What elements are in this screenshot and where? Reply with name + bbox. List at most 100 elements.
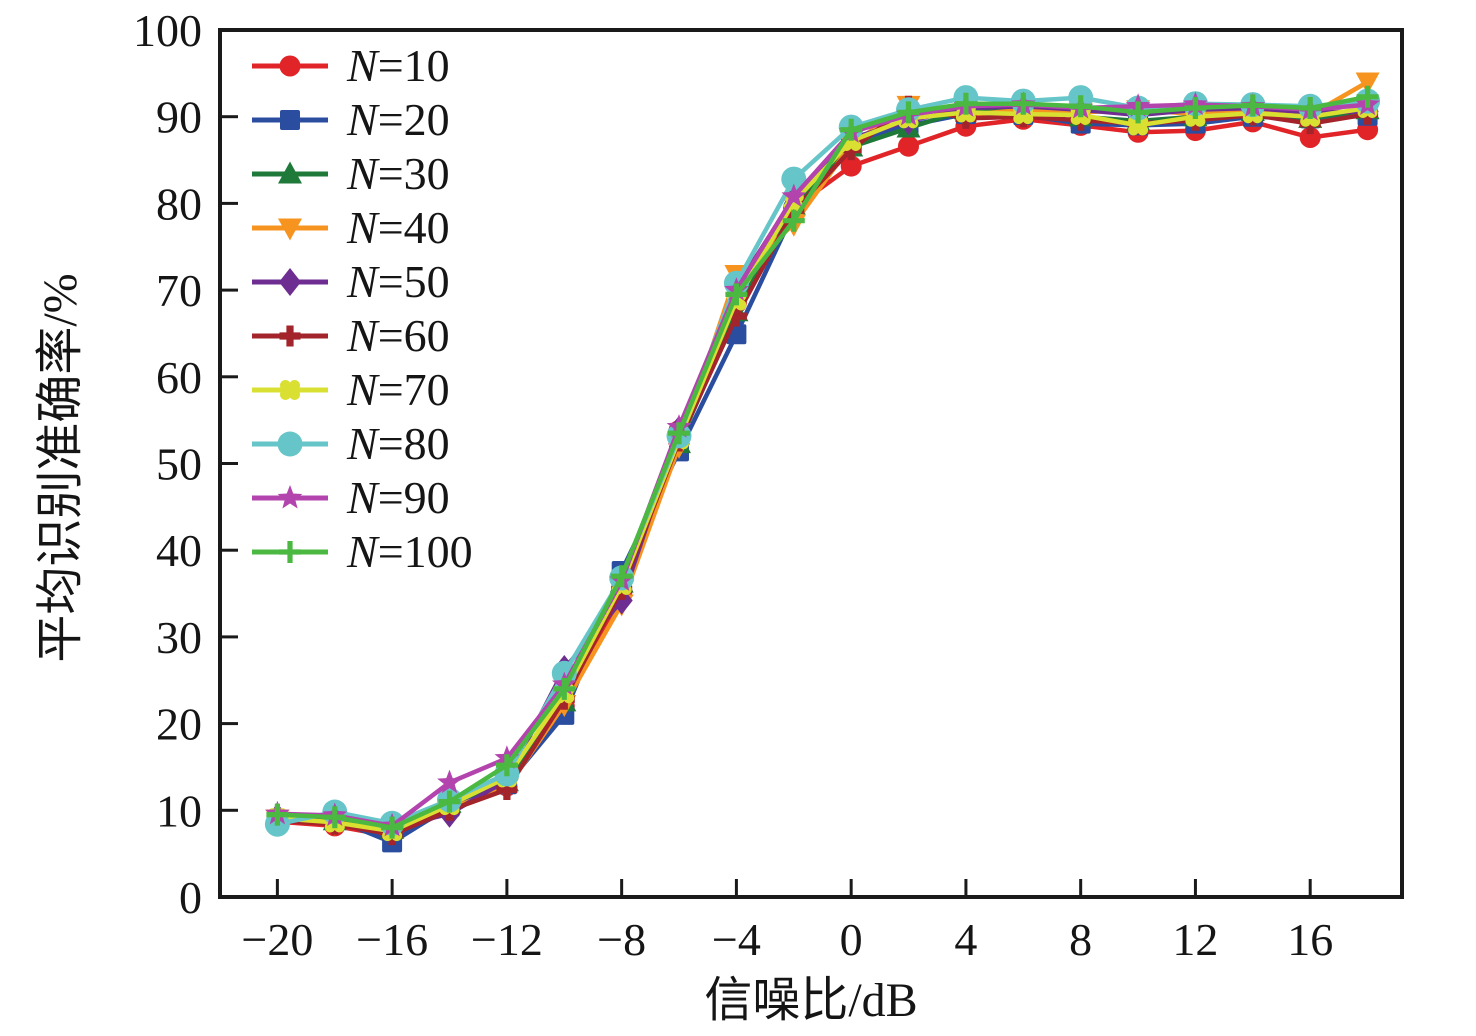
plus-marker-icon xyxy=(725,283,748,306)
legend-item-N-10: N=10 xyxy=(250,39,473,93)
legend-label: N=80 xyxy=(347,418,450,469)
legend-swatch xyxy=(252,380,328,400)
legend-swatch xyxy=(252,161,328,184)
circle-marker-icon xyxy=(1299,127,1321,148)
plus-marker-icon xyxy=(840,118,863,141)
x-tick-label: 0 xyxy=(840,914,863,965)
plus-marker-icon xyxy=(438,790,461,813)
legend-swatch xyxy=(252,268,328,296)
legend-swatch xyxy=(252,325,328,347)
legend: N=10 N=20 N=30 N=40 N=50 N=60 N=70 N=80 N=90 N=10… xyxy=(250,39,473,579)
plus-marker-icon xyxy=(897,101,920,124)
diamond-marker-icon xyxy=(279,268,301,296)
plus-marker-icon xyxy=(1012,92,1035,115)
legend-label: N=70 xyxy=(347,364,450,415)
legend-item-N-70: N=70 xyxy=(250,363,473,417)
x-tick-label: 8 xyxy=(1069,914,1092,965)
x-axis-title: 信噪比/dB xyxy=(704,974,917,1027)
plus-marker-icon xyxy=(553,677,576,700)
y-tick-label: 50 xyxy=(156,439,202,490)
plus-marker-icon xyxy=(782,209,805,232)
legend-swatch xyxy=(252,541,328,563)
legend-swatch xyxy=(252,218,328,241)
y-tick-label: 10 xyxy=(156,785,202,836)
legend-label: N=40 xyxy=(347,202,450,253)
legend-swatch xyxy=(252,55,328,77)
plus-marker-icon xyxy=(1241,94,1264,117)
plus-marker-icon xyxy=(1299,97,1322,119)
legend-label: N=60 xyxy=(347,310,450,361)
plus-marker-icon xyxy=(954,92,977,115)
triangle-down-marker-icon xyxy=(1355,72,1380,95)
plus-marker-icon xyxy=(323,806,346,829)
cross-marker-icon xyxy=(279,325,301,347)
cross-marker-icon xyxy=(840,139,862,161)
y-tick-label: 0 xyxy=(179,872,202,923)
legend-item-N-50: N=50 xyxy=(250,255,473,309)
legend-item-N-20: N=20 xyxy=(250,93,473,147)
clover-marker-icon xyxy=(1128,115,1149,136)
series-N-100 xyxy=(266,85,1379,839)
plus-marker-icon xyxy=(495,754,518,777)
circle-lg-marker-icon xyxy=(277,431,303,457)
plot-frame xyxy=(218,28,1404,899)
cross-marker-icon xyxy=(496,779,518,800)
x-tick-label: 4 xyxy=(954,914,977,965)
legend-label: N=30 xyxy=(347,148,450,199)
x-tick-label: 16 xyxy=(1287,914,1333,965)
plus-marker-icon xyxy=(279,541,301,563)
legend-swatch xyxy=(252,110,328,130)
legend-item-N-90: N=90 xyxy=(250,471,473,525)
x-tick-label: −4 xyxy=(712,914,761,965)
y-axis-title: 平均识别准确率/% xyxy=(34,273,87,662)
plot-area: −20 −16 −12 −8 −4 0 4 8 12 16 0 10 20 30 40 50 60 70 80 90 1… xyxy=(133,5,1404,965)
legend-label: N=50 xyxy=(347,256,450,307)
star-marker-icon xyxy=(277,485,303,509)
plus-marker-icon xyxy=(381,816,404,839)
plus-marker-icon xyxy=(610,565,633,588)
legend-swatch xyxy=(252,485,328,509)
x-tick-label: −20 xyxy=(241,914,313,965)
plus-marker-icon xyxy=(1069,95,1092,118)
cross-marker-icon xyxy=(725,305,747,327)
y-tick-label: 20 xyxy=(156,699,202,750)
legend-item-N-60: N=60 xyxy=(250,309,473,363)
y-tick-label: 80 xyxy=(156,178,202,229)
circle-marker-icon xyxy=(279,55,301,77)
y-tick-label: 100 xyxy=(133,5,202,56)
triangle-up-marker-icon xyxy=(278,161,302,184)
star-marker-icon xyxy=(437,769,462,794)
x-tick-label: 12 xyxy=(1172,914,1218,965)
y-tick-label: 70 xyxy=(156,265,202,316)
legend-item-N-40: N=40 xyxy=(250,201,473,255)
y-tick-label: 40 xyxy=(156,525,202,576)
legend-item-N-30: N=30 xyxy=(250,147,473,201)
y-tick-label: 90 xyxy=(156,92,202,143)
legend-label: N=10 xyxy=(347,40,450,91)
x-tick-label: −8 xyxy=(597,914,646,965)
circle-marker-icon xyxy=(840,155,862,177)
plus-marker-icon xyxy=(668,422,690,445)
triangle-down-marker-icon xyxy=(278,218,302,241)
legend-swatch xyxy=(252,431,328,457)
legend-item-N-100: N=100 xyxy=(250,525,473,579)
plus-marker-icon xyxy=(1127,101,1150,124)
legend-item-N-80: N=80 xyxy=(250,417,473,471)
star-marker-icon xyxy=(781,183,807,208)
circle-lg-marker-icon xyxy=(781,166,807,192)
circle-marker-icon xyxy=(898,135,919,157)
plus-marker-icon xyxy=(266,803,289,826)
plus-marker-icon xyxy=(1356,85,1379,108)
x-tick-label: −12 xyxy=(471,914,543,965)
legend-label: N=20 xyxy=(347,94,450,145)
legend-label: N=90 xyxy=(347,472,450,523)
clover-marker-icon xyxy=(280,380,300,400)
legend-label: N=100 xyxy=(347,526,473,577)
plus-marker-icon xyxy=(1184,97,1207,119)
y-tick-label: 30 xyxy=(156,612,202,663)
square-marker-icon xyxy=(280,110,300,130)
x-tick-label: −16 xyxy=(356,914,428,965)
y-tick-label: 60 xyxy=(156,352,202,403)
